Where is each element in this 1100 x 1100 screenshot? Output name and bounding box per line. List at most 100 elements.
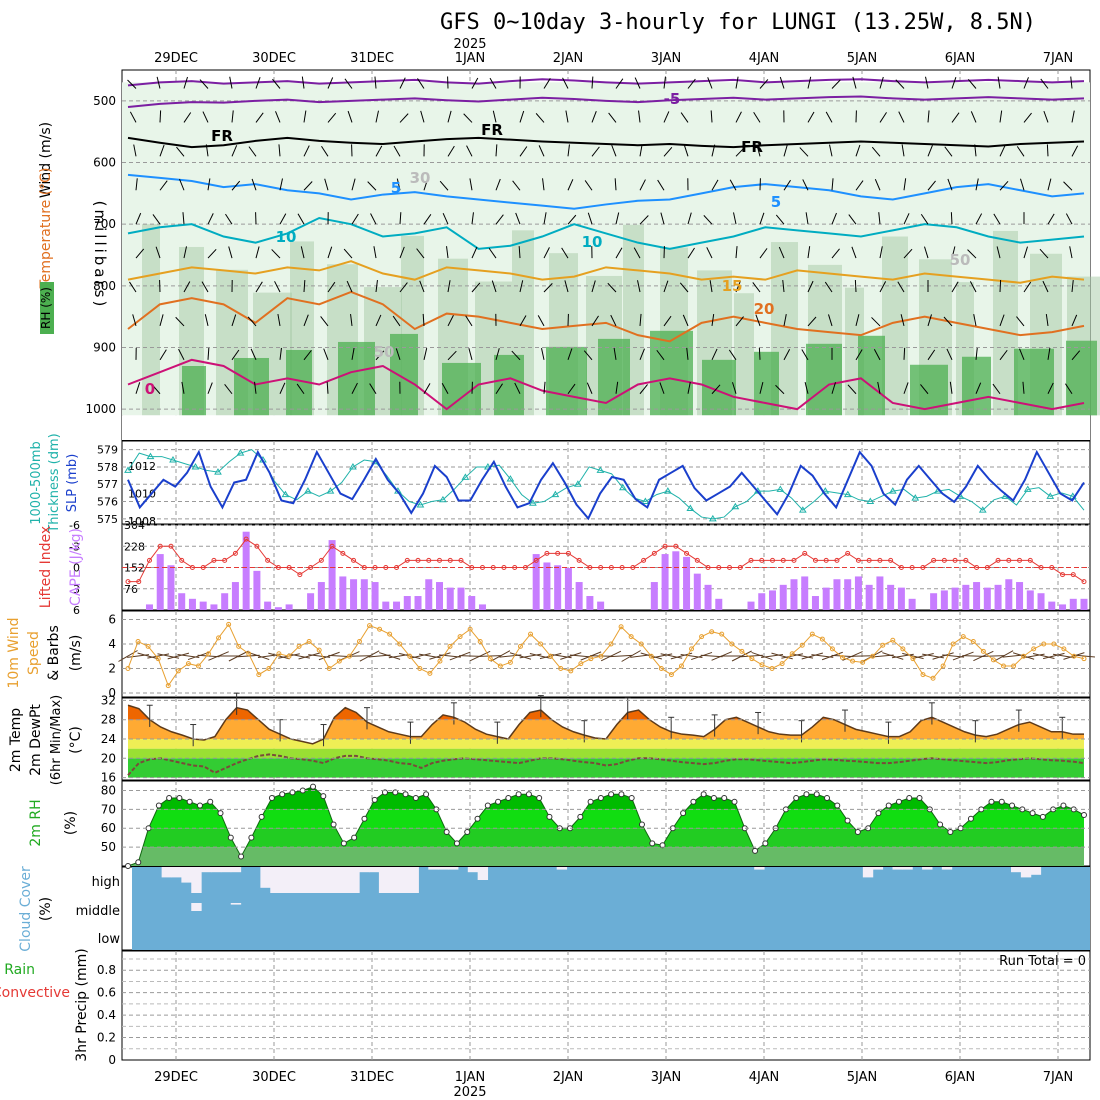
y-tick-label: 4: [108, 637, 116, 651]
y-tick-label: 28: [101, 713, 116, 727]
rh-point: [1039, 813, 1046, 820]
wind-barb: [255, 281, 263, 293]
rh-band: [128, 847, 1084, 866]
wind-barb: [367, 181, 377, 191]
wind-barb: [925, 76, 929, 89]
x-tick-label-top: 3JAN: [651, 51, 682, 66]
rh-mid-area: [142, 224, 160, 416]
wind-barb: [927, 314, 932, 327]
wind-barb: [152, 214, 161, 225]
wind-barb: [247, 316, 257, 327]
cape-bar: [908, 598, 916, 610]
cape-bar: [661, 554, 669, 610]
rh-point: [1029, 810, 1036, 817]
wind-barb: [735, 76, 739, 89]
wind-barb: [133, 144, 137, 157]
cape-bar: [1016, 582, 1024, 610]
panel-ylabel: 2m DewPt: [28, 704, 44, 776]
wind-speed-point: [457, 634, 463, 640]
wind-barb: [901, 144, 905, 157]
wind-barb: [871, 317, 881, 327]
thickness-point: [618, 483, 627, 491]
cape-bar: [650, 582, 658, 610]
cape-bar: [854, 576, 862, 610]
wind-barb: [932, 652, 954, 660]
li-point: [791, 557, 797, 563]
rh-point: [320, 793, 327, 800]
x-tick-label-bottom: 29DEC: [154, 1070, 198, 1085]
cape-bar: [188, 598, 196, 610]
wind-barb: [519, 280, 524, 293]
wind-speed-point: [165, 683, 171, 689]
wind-barb: [1047, 382, 1054, 394]
wind-speed-point: [900, 646, 906, 652]
li-point: [222, 557, 228, 563]
li-point: [769, 557, 775, 563]
wind-barb: [296, 383, 305, 395]
wind-barb: [519, 315, 527, 327]
panel-ylabel: Speed: [26, 631, 42, 675]
rh-dark-area: [1014, 348, 1054, 416]
wind-barb: [135, 382, 141, 394]
cloud-high-gap: [902, 867, 913, 870]
panel-ylabel: Lifted Index: [38, 526, 54, 608]
wind-barb: [639, 348, 645, 361]
wind-barb: [159, 349, 167, 361]
wind-barb: [541, 347, 545, 360]
contour-label: 20: [754, 300, 775, 318]
rh-point: [875, 810, 882, 817]
wind-barb: [416, 248, 425, 259]
wind-barb: [127, 79, 137, 89]
thickness-point: [1023, 485, 1032, 492]
contour-label: 30: [410, 169, 431, 187]
y-tick-label: 500: [93, 94, 116, 108]
wind-speed-point: [296, 643, 302, 649]
y-tick-label: 0.6: [97, 986, 116, 1000]
wind-barb: [982, 655, 1005, 657]
wind-speed-point: [1041, 641, 1047, 647]
cape-bar: [564, 568, 572, 610]
rh-point: [474, 815, 481, 822]
cape-bar: [221, 593, 229, 610]
temp-band: [128, 739, 1084, 749]
wind-barb: [251, 178, 257, 191]
y-tick-label: 576: [97, 496, 118, 509]
panel-ylabel: 2m RH: [28, 799, 44, 846]
wind-speed-point: [276, 651, 282, 657]
wind-barb: [1069, 246, 1073, 259]
x-tick-label-bottom: 31DEC: [350, 1070, 394, 1085]
cape-bar: [328, 540, 336, 610]
li-point: [1049, 565, 1055, 570]
y-tick-label: 579: [97, 444, 118, 457]
wind-speed-point: [699, 634, 705, 640]
wind-barb: [207, 178, 211, 191]
wind-speed-point: [266, 665, 272, 671]
li-point: [265, 557, 271, 563]
cloud-high-gap: [408, 867, 419, 893]
panel-ylabel: 2m Temp: [8, 708, 24, 772]
panel-ylabel: Cloud Cover: [18, 866, 34, 952]
wind-barb: [248, 146, 257, 157]
rh-point: [361, 815, 368, 822]
wind-barb: [129, 111, 137, 123]
rh-point: [207, 798, 214, 805]
wind-barb: [903, 248, 913, 259]
y-tick-label: 0: [73, 562, 80, 575]
panel-ylabel: (m/s): [68, 635, 84, 672]
li-point: [630, 565, 636, 570]
wind-barb: [711, 144, 716, 157]
wind-barb: [135, 212, 142, 225]
wind-barb: [512, 180, 521, 191]
wind-barb: [711, 348, 718, 361]
wind-barb: [347, 110, 353, 123]
cape-bar: [1026, 590, 1034, 610]
wind-barb: [999, 314, 1005, 327]
wind-barb: [775, 214, 785, 225]
wind-speed-point: [638, 641, 644, 647]
wind-barb: [996, 246, 1001, 259]
wind-barb: [298, 652, 320, 660]
panel-ylabel: (°C): [68, 726, 84, 754]
panel-ylabel: 3hr Precip (mm): [74, 948, 90, 1061]
wind-barb: [375, 145, 383, 157]
wind-barb: [346, 280, 353, 293]
